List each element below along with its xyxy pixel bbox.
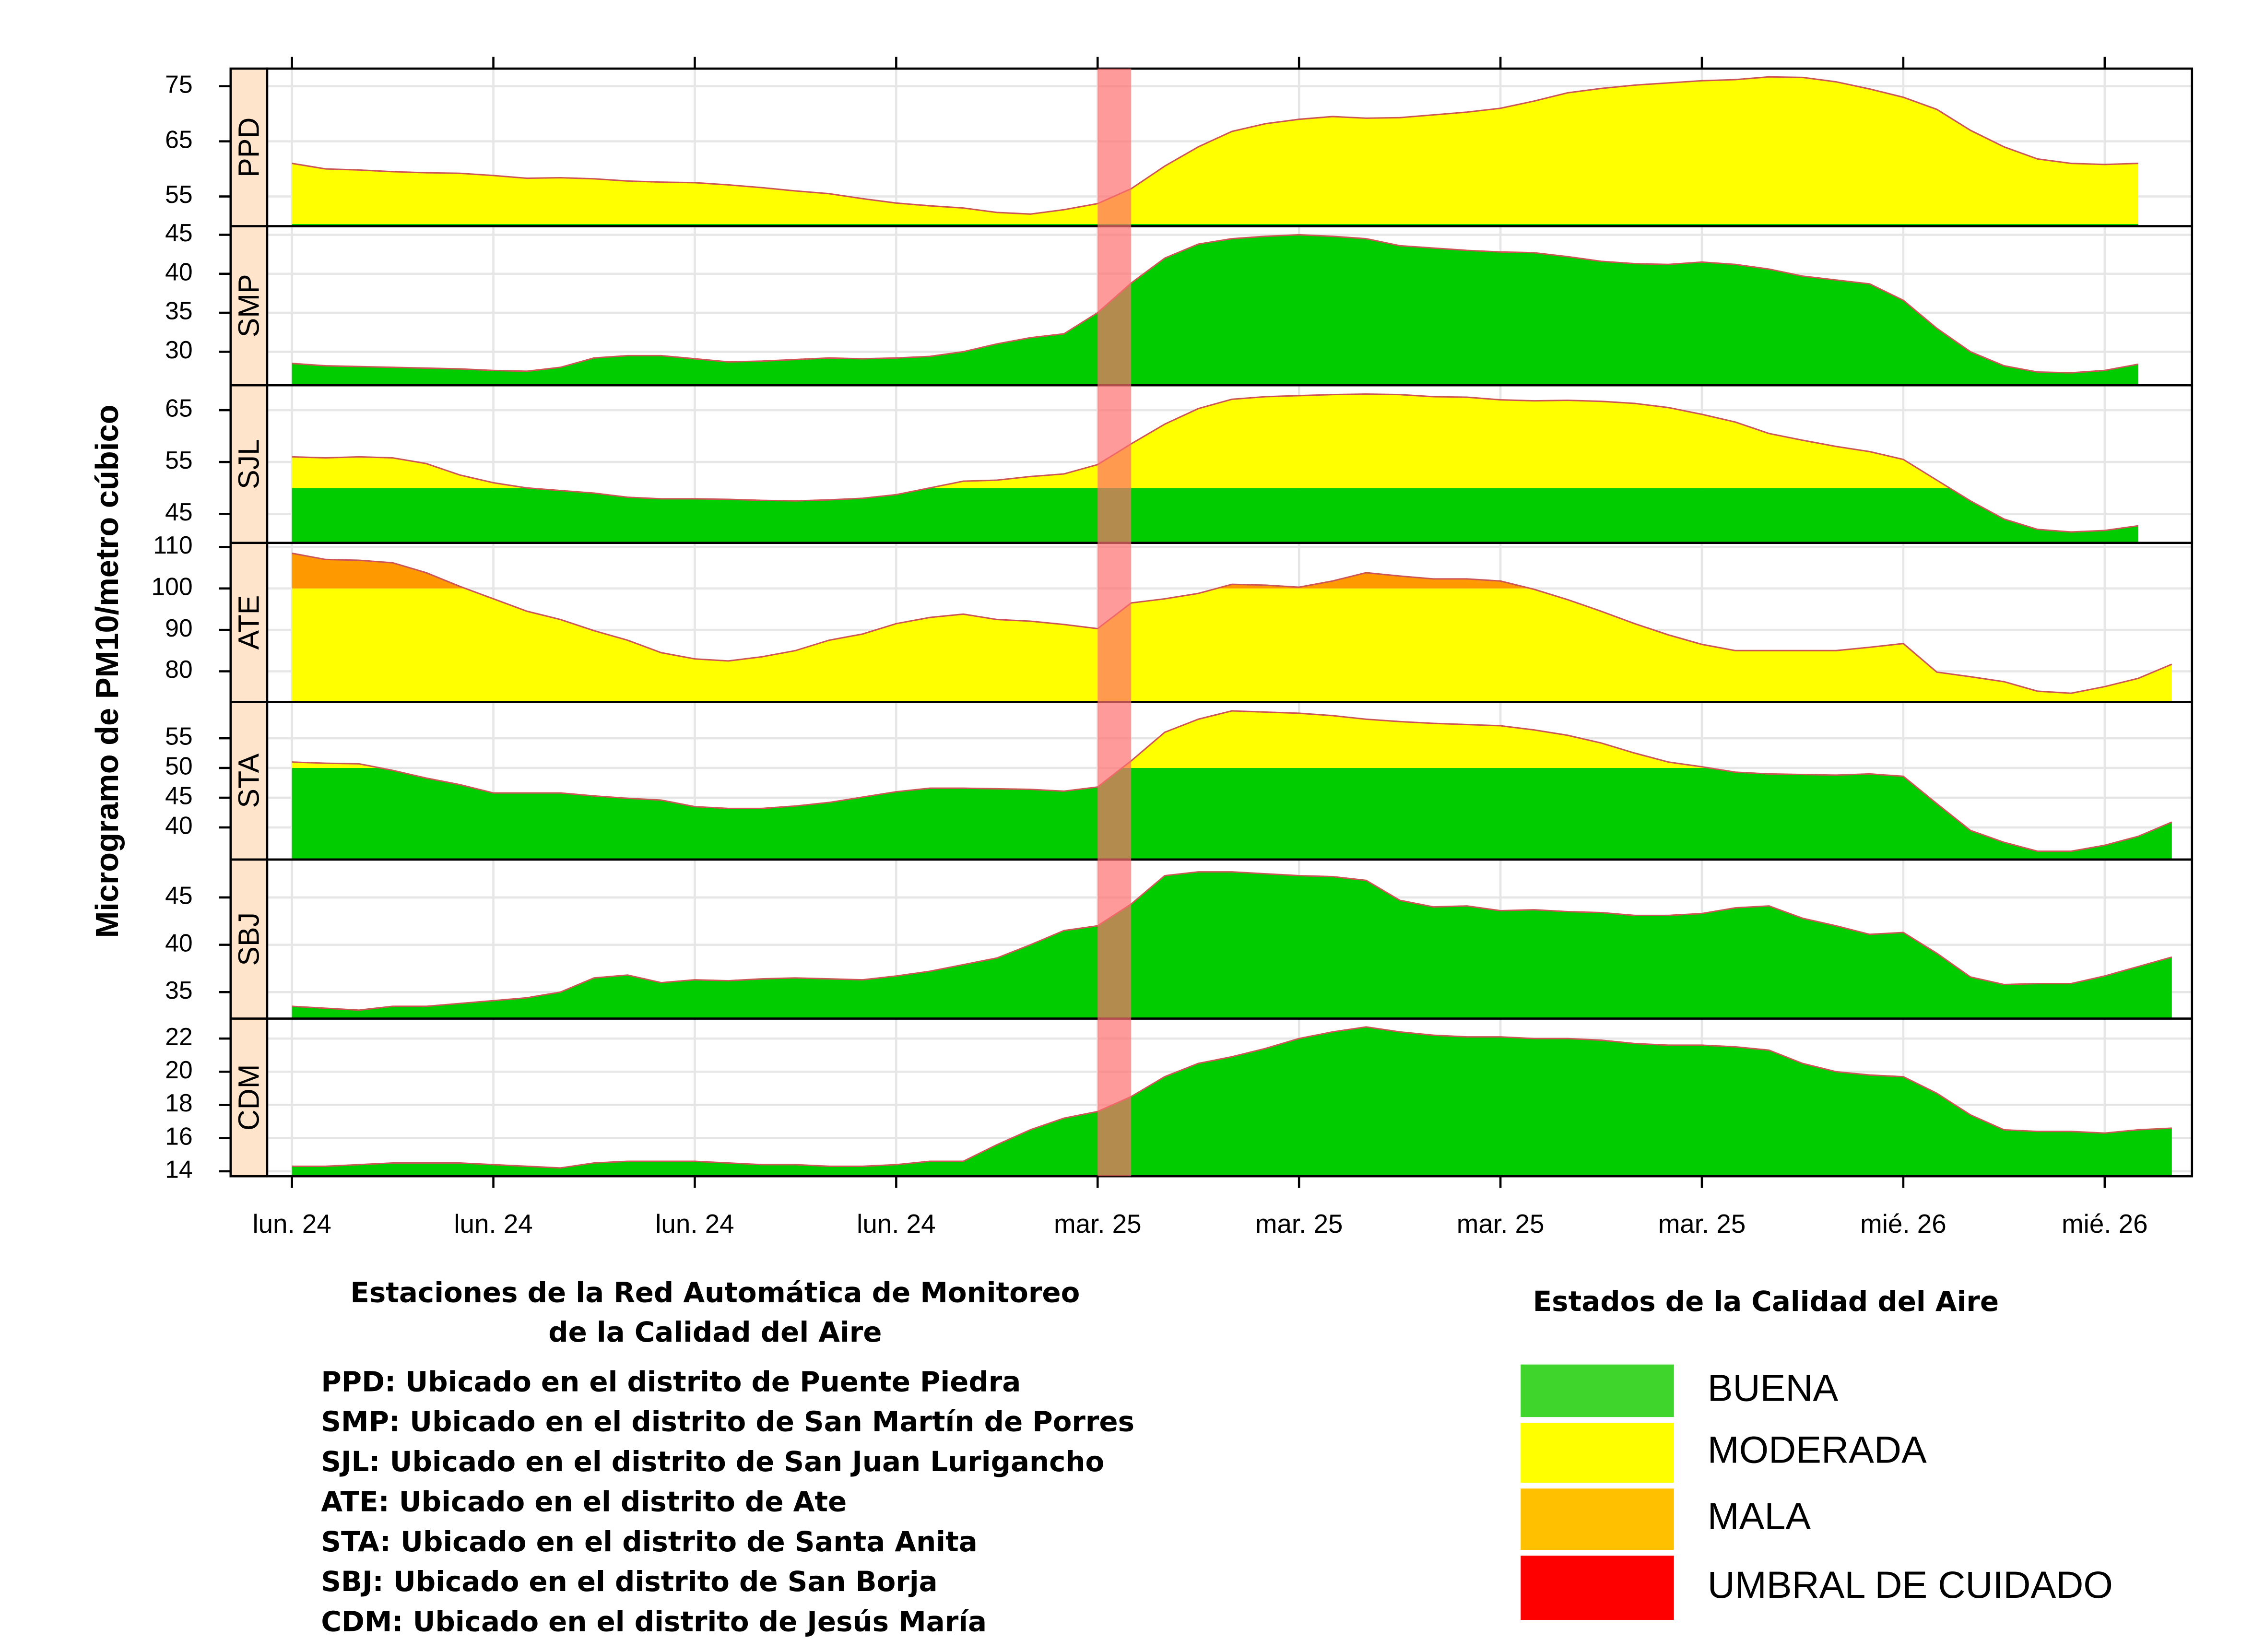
legend-swatch	[1521, 1423, 1674, 1483]
y-tick-label: 45	[165, 782, 193, 810]
strip	[229, 384, 269, 544]
line	[292, 871, 2172, 1011]
y-tick-label: 18	[165, 1089, 193, 1117]
y-tick-label: 40	[165, 258, 193, 285]
x-tick-label: lun. 24	[655, 1209, 734, 1239]
stations-title: Estaciones de la Red Automática de Monit…	[350, 1276, 1080, 1309]
area	[292, 872, 2172, 1019]
strip-label: SJL	[232, 439, 265, 489]
y-tick-label: 45	[165, 882, 193, 909]
y-tick-label: 20	[165, 1056, 193, 1084]
y-tick-label: 50	[165, 752, 193, 780]
x-tick-label: mar. 25	[1457, 1209, 1545, 1239]
y-tick-label: 65	[165, 125, 193, 153]
x-tick-label: mié. 26	[2062, 1209, 2148, 1239]
panel-border	[266, 1017, 2194, 1178]
y-tick-label: 35	[165, 297, 193, 325]
strip-label: CDM	[232, 1064, 265, 1131]
station-note: SBJ: Ubicado en el distrito de San Borja	[321, 1565, 937, 1598]
x-tick-label: lun. 24	[454, 1209, 532, 1239]
station-note: PPD: Ubicado en el distrito de Puente Pi…	[321, 1365, 1021, 1398]
y-tick-label: 55	[165, 722, 193, 750]
strip-label: STA	[232, 753, 265, 808]
y-tick-label: 55	[165, 446, 193, 474]
legend-swatch	[1521, 1488, 1674, 1550]
stations-title: de la Calidad del Aire	[548, 1316, 882, 1348]
station-note: ATE: Ubicado en el distrito de Ate	[321, 1485, 847, 1518]
x-tick-label: mié. 26	[1860, 1209, 1946, 1239]
line	[292, 1026, 2172, 1169]
area	[292, 1027, 2172, 1177]
y-tick-label: 45	[165, 498, 193, 526]
legend-title: Estados de la Calidad del Aire	[1533, 1285, 1999, 1318]
y-tick-label: 16	[165, 1122, 193, 1150]
line	[292, 552, 2172, 694]
area	[292, 553, 1531, 589]
legend-swatch	[1521, 1556, 1674, 1620]
x-tick-label: lun. 24	[857, 1209, 935, 1239]
y-tick-label: 90	[165, 614, 193, 642]
strip	[229, 225, 269, 387]
y-tick-label: 75	[165, 70, 193, 98]
x-tick-label: mar. 25	[1054, 1209, 1142, 1239]
y-tick-label: 35	[165, 976, 193, 1004]
x-tick-label: mar. 25	[1255, 1209, 1343, 1239]
y-tick-label: 100	[151, 572, 192, 600]
y-tick-label: 40	[165, 812, 193, 839]
station-note: STA: Ubicado en el distrito de Santa Ani…	[321, 1525, 977, 1558]
y-tick-label: 22	[165, 1023, 193, 1050]
y-tick-label: 80	[165, 655, 193, 683]
area	[292, 394, 1950, 488]
strip-label: SBJ	[232, 912, 265, 966]
legend-label: UMBRAL DE CUIDADO	[1708, 1563, 2113, 1606]
line	[292, 393, 2139, 533]
area	[292, 710, 1710, 768]
y-tick-label: 30	[165, 336, 193, 364]
x-tick-label: mar. 25	[1658, 1209, 1746, 1239]
area	[292, 488, 2138, 543]
y-axis-title: Microgramo de PM10/metro cúbico	[89, 405, 125, 938]
area	[292, 235, 2138, 386]
area	[292, 768, 2172, 860]
y-tick-label: 110	[153, 531, 192, 559]
x-tick-label: lun. 24	[252, 1209, 331, 1239]
strip-label: PPD	[232, 118, 265, 177]
y-tick-label: 55	[165, 180, 193, 208]
strip	[229, 701, 269, 861]
strip-label: SMP	[232, 274, 265, 337]
legend-label: BUENA	[1708, 1366, 1839, 1409]
strip	[229, 858, 269, 1020]
strip	[229, 1017, 269, 1178]
line	[292, 710, 2172, 852]
highlight-band	[1097, 68, 1132, 1177]
station-note: SJL: Ubicado en el distrito de San Juan …	[321, 1445, 1104, 1478]
strip-label: ATE	[232, 595, 265, 650]
line	[292, 76, 2138, 215]
area	[292, 588, 2172, 702]
y-tick-label: 40	[165, 929, 193, 956]
y-tick-label: 65	[165, 394, 193, 422]
station-note: SMP: Ubicado en el distrito de San Martí…	[321, 1405, 1134, 1438]
y-tick-label: 14	[165, 1155, 193, 1183]
station-note: CDM: Ubicado en el distrito de Jesús Mar…	[321, 1605, 987, 1638]
legend-swatch	[1521, 1364, 1674, 1417]
legend-label: MODERADA	[1708, 1428, 1927, 1471]
line	[292, 234, 2139, 374]
legend-label: MALA	[1708, 1495, 1811, 1537]
y-tick-label: 45	[165, 219, 193, 247]
